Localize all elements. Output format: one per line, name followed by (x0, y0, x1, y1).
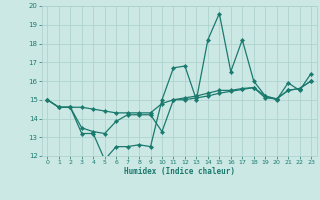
X-axis label: Humidex (Indice chaleur): Humidex (Indice chaleur) (124, 167, 235, 176)
